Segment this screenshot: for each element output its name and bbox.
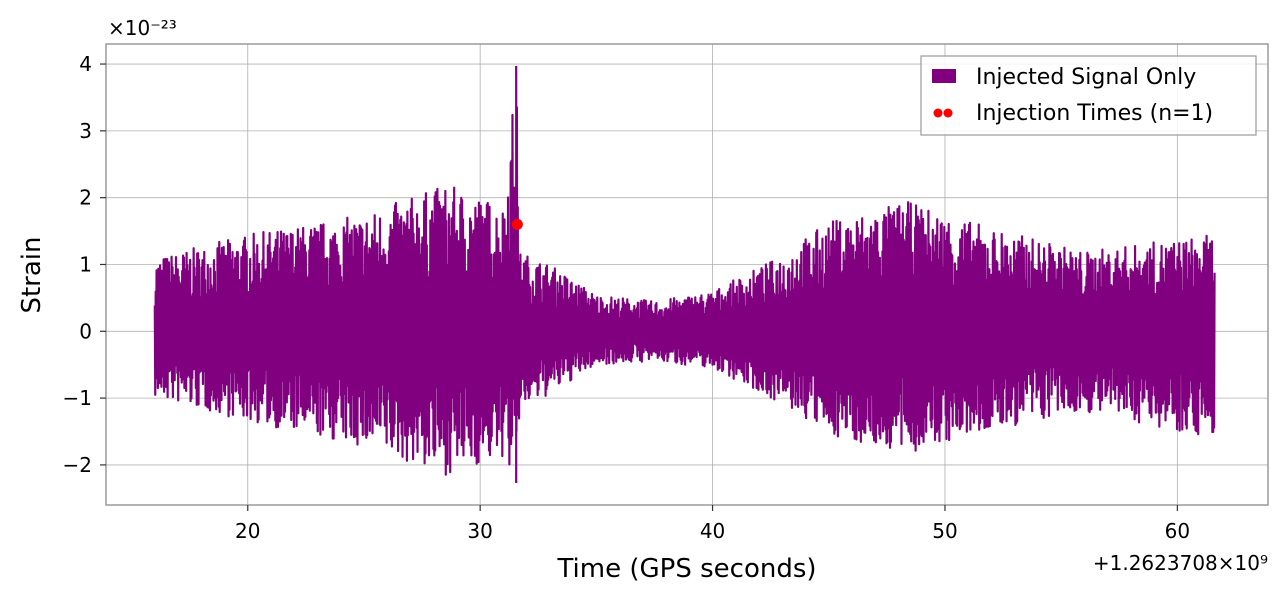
- y-axis-ticks: −2 −1 0 1 2 3 4: [63, 52, 106, 477]
- legend-label-injection: Injection Times (n=1): [976, 101, 1213, 126]
- plot-frame: [105, 43, 1269, 506]
- y-tick-label: 0: [79, 319, 92, 343]
- legend-marker-injection: [943, 108, 953, 118]
- y-tick-label: 3: [79, 119, 92, 143]
- y-scale-exponent-label: ×10⁻²³: [108, 16, 177, 40]
- y-tick-label: 4: [79, 52, 92, 76]
- x-axis-ticks: 20 30 40 50 60: [235, 505, 1190, 543]
- x-tick-label: 60: [1165, 519, 1190, 543]
- legend-box: [920, 55, 1257, 136]
- signal-line: [153, 66, 1216, 483]
- x-tick-label: 30: [467, 519, 492, 543]
- legend: Injected Signal Only Injection Times (n=…: [920, 55, 1257, 136]
- legend-swatch-signal: [932, 69, 956, 83]
- legend-label-signal: Injected Signal Only: [976, 65, 1196, 90]
- series-layer: [153, 66, 1216, 483]
- y-axis-label: Strain: [17, 236, 47, 313]
- x-tick-label: 20: [235, 519, 260, 543]
- injection-marker: [511, 218, 523, 230]
- x-offset-label: +1.2623708×10⁹: [1093, 551, 1268, 575]
- x-tick-label: 50: [932, 519, 957, 543]
- x-tick-label: 40: [700, 519, 725, 543]
- y-tick-label: 1: [79, 252, 92, 276]
- y-tick-label: 2: [79, 186, 92, 210]
- x-axis-label: Time (GPS seconds): [556, 554, 816, 584]
- legend-marker-injection: [933, 108, 943, 118]
- y-tick-label: −2: [63, 453, 92, 477]
- injection-points-layer: [511, 218, 523, 230]
- y-tick-label: −1: [63, 386, 92, 410]
